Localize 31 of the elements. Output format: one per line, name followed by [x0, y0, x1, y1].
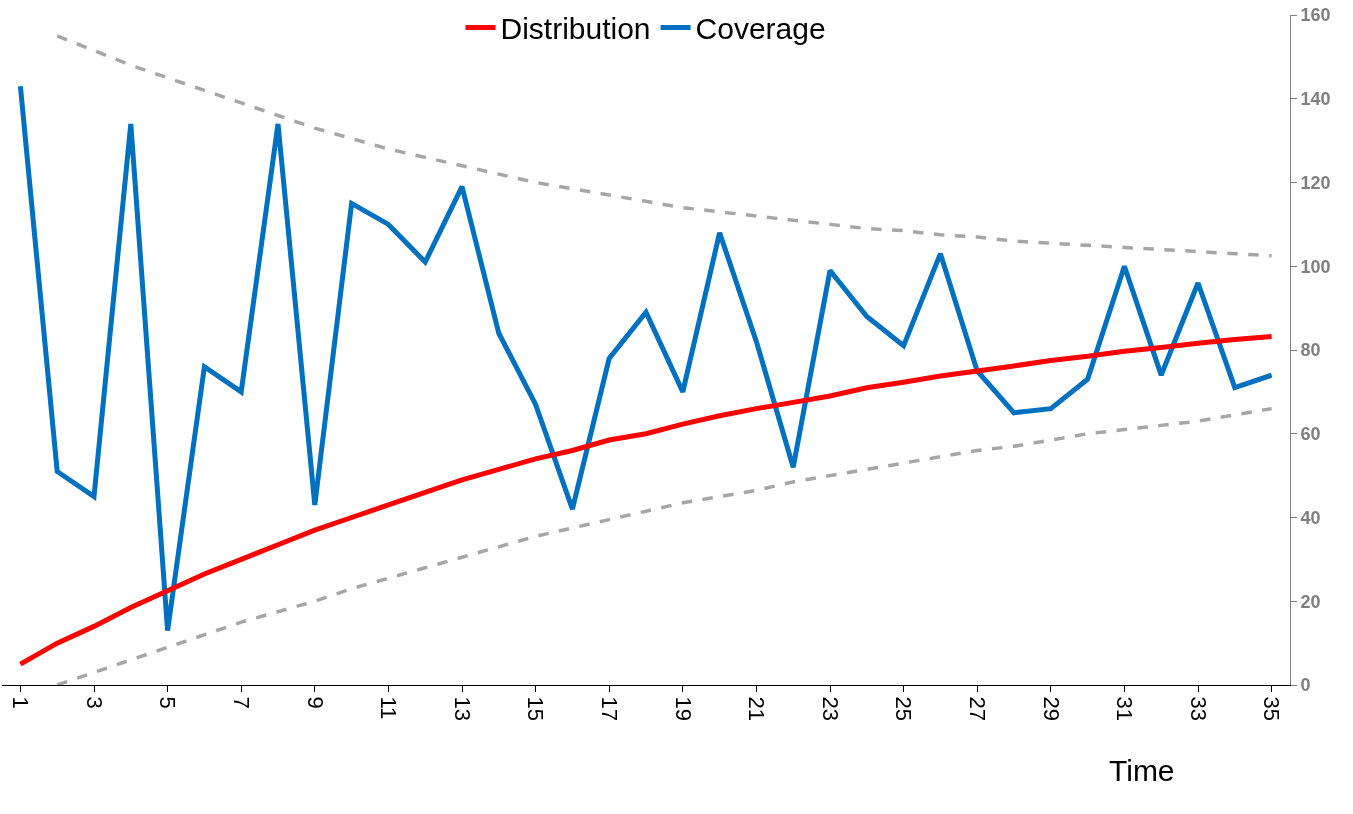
y-tick-label: 40 — [1300, 507, 1321, 528]
x-tick-label: 33 — [1185, 696, 1211, 721]
y-tick-label: 80 — [1300, 340, 1321, 361]
x-tick-label: 1 — [8, 696, 34, 709]
x-tick-label: 7 — [229, 696, 255, 709]
x-tick-label: 29 — [1038, 696, 1064, 721]
x-axis-title: Time — [1109, 754, 1175, 787]
y-tick-label: 60 — [1300, 424, 1321, 445]
y-tick-label: 120 — [1300, 172, 1331, 193]
legend-label: Coverage — [695, 12, 826, 46]
y-tick-label: 100 — [1300, 256, 1331, 277]
x-tick-label: 11 — [376, 696, 402, 720]
x-tick-label: 27 — [965, 696, 991, 721]
y-tick-label: 0 — [1300, 675, 1311, 696]
x-tick-label: 17 — [597, 696, 623, 721]
legend-label: Distribution — [500, 12, 651, 46]
y-tick-label: 20 — [1300, 591, 1321, 612]
y-tick-label: 140 — [1300, 89, 1331, 110]
x-tick-label: 25 — [891, 696, 917, 721]
x-tick-label: 31 — [1112, 696, 1138, 721]
x-tick-label: 15 — [523, 696, 549, 721]
x-tick-label: 3 — [81, 696, 107, 709]
x-tick-label: 23 — [817, 696, 843, 721]
x-tick-label: 5 — [155, 696, 181, 709]
x-tick-label: 19 — [670, 696, 696, 721]
x-tick-label: 9 — [302, 696, 328, 709]
y-tick-label: 160 — [1300, 5, 1331, 26]
x-tick-label: 35 — [1259, 696, 1285, 721]
x-tick-label: 13 — [449, 696, 475, 721]
line-series — [55, 406, 1274, 685]
x-tick-label: 21 — [744, 696, 770, 721]
